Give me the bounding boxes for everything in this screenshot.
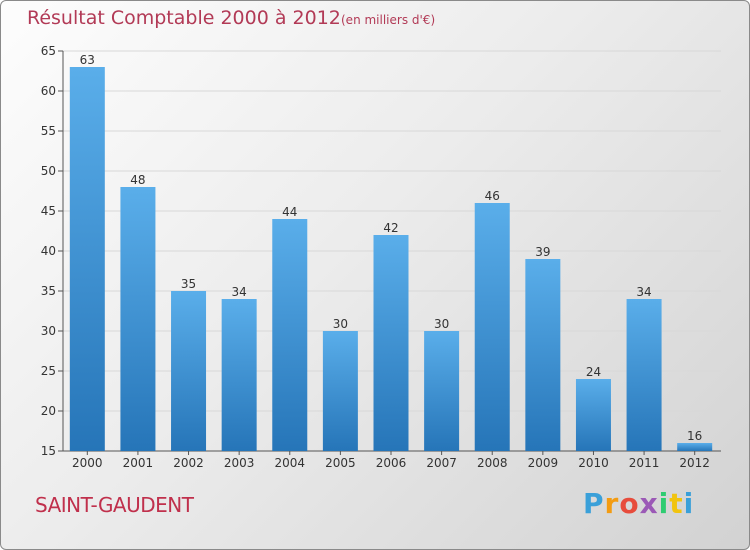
- x-tick-label: 2002: [173, 456, 204, 470]
- y-tick-label: 40: [41, 244, 56, 258]
- y-tick-label: 60: [41, 84, 56, 98]
- y-tick-label: 25: [41, 364, 56, 378]
- bars: [69, 67, 713, 451]
- x-tick-label: 2004: [274, 456, 305, 470]
- bar-2005[interactable]: [322, 331, 358, 451]
- x-tick-label: 2003: [224, 456, 255, 470]
- data-label-2002: 35: [181, 277, 196, 291]
- y-tick-label: 45: [41, 204, 56, 218]
- x-tick-label: 2011: [629, 456, 660, 470]
- data-label-2012: 16: [687, 429, 702, 443]
- x-tick-label: 2006: [376, 456, 407, 470]
- y-tick-label: 55: [41, 124, 56, 138]
- x-tick-label: 2000: [72, 456, 103, 470]
- data-label-2008: 46: [485, 189, 500, 203]
- data-label-2006: 42: [383, 221, 398, 235]
- logo-letter: i: [683, 487, 695, 520]
- y-tick-label: 30: [41, 324, 56, 338]
- x-tick-label: 2008: [477, 456, 508, 470]
- data-label-2001: 48: [130, 173, 145, 187]
- data-label-2007: 30: [434, 317, 449, 331]
- bar-2000[interactable]: [69, 67, 105, 451]
- x-tick-label: 2010: [578, 456, 609, 470]
- data-label-2011: 34: [636, 285, 651, 299]
- chart-title: Résultat Comptable 2000 à 2012: [27, 7, 341, 29]
- bar-2010[interactable]: [575, 379, 611, 451]
- bar-2012[interactable]: [677, 443, 713, 451]
- x-tick-label: 2009: [528, 456, 559, 470]
- chart-subtitle: (en milliers d'€): [341, 13, 436, 27]
- bar-2002[interactable]: [171, 291, 207, 451]
- bar-2003[interactable]: [221, 299, 257, 451]
- y-tick-label: 15: [41, 444, 56, 458]
- logo-letter: i: [658, 487, 670, 520]
- logo-letter: x: [639, 487, 659, 520]
- logo-letter: r: [604, 487, 620, 520]
- x-tick-label: 2001: [123, 456, 154, 470]
- bar-2008[interactable]: [474, 203, 510, 451]
- x-tick-label: 2007: [426, 456, 457, 470]
- y-tick-label: 20: [41, 404, 56, 418]
- data-label-2009: 39: [535, 245, 550, 259]
- labels: 15 20 25 30 35 40 45 50 55 60 65 2000 63 2001 48 2002 35…: [41, 44, 710, 470]
- data-label-2000: 63: [80, 53, 95, 67]
- logo-letter: P: [583, 487, 605, 520]
- bar-2004[interactable]: [272, 219, 308, 451]
- bar-2006[interactable]: [373, 235, 409, 451]
- location-label: SAINT-GAUDENT: [35, 493, 194, 517]
- data-label-2004: 44: [282, 205, 297, 219]
- y-tick-label: 35: [41, 284, 56, 298]
- x-tick-label: 2012: [679, 456, 710, 470]
- data-label-2010: 24: [586, 365, 601, 379]
- bar-2011[interactable]: [626, 299, 662, 451]
- bar-2007[interactable]: [424, 331, 460, 451]
- bar-2001[interactable]: [120, 187, 156, 451]
- data-label-2003: 34: [232, 285, 247, 299]
- logo-letter: t: [669, 487, 684, 520]
- bar-2009[interactable]: [525, 259, 561, 451]
- y-tick-label: 65: [41, 44, 56, 58]
- proxiti-logo[interactable]: Proxiti: [583, 487, 694, 520]
- data-label-2005: 30: [333, 317, 348, 331]
- x-tick-label: 2005: [325, 456, 356, 470]
- y-tick-label: 50: [41, 164, 56, 178]
- logo-letter: o: [619, 487, 640, 520]
